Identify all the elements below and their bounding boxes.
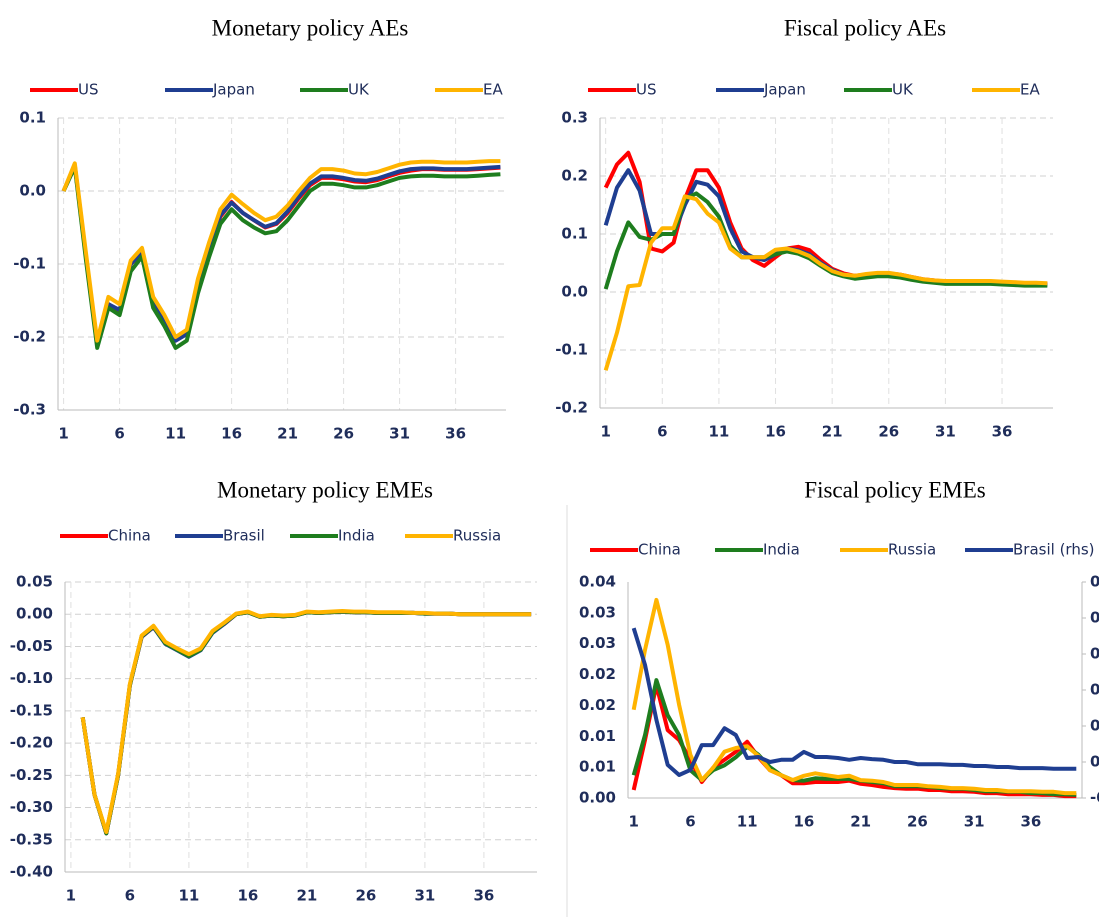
y-tick-label: 0.02 — [579, 665, 616, 683]
x-tick-label: 1 — [600, 423, 610, 441]
series-line — [80, 609, 532, 834]
y-tick-label: -0.2 — [555, 399, 588, 417]
x-tick-label: 26 — [878, 423, 899, 441]
y2-tick-label: 0.0 — [1090, 753, 1099, 771]
x-tick-label: 16 — [221, 425, 242, 443]
y-tick-label: -0.1 — [555, 341, 588, 359]
x-tick-label: 31 — [964, 813, 985, 831]
y-tick-label: -0.20 — [10, 734, 53, 752]
chart-title: Fiscal policy EMEs — [804, 477, 985, 502]
legend-label: UK — [892, 81, 914, 99]
x-tick-label: 11 — [178, 887, 199, 905]
x-tick-label: 6 — [114, 425, 124, 443]
y-tick-label: -0.40 — [10, 863, 53, 881]
series-line — [631, 597, 1077, 796]
y-tick-label: 0.0 — [561, 283, 588, 301]
x-tick-label: 16 — [237, 887, 258, 905]
legend-label: Japan — [212, 81, 255, 99]
x-tick-label: 31 — [389, 425, 410, 443]
y-tick-label: -0.35 — [10, 830, 53, 848]
y-tick-label: 0.05 — [16, 573, 53, 591]
x-tick-label: 16 — [793, 813, 814, 831]
legend-label: Brasil (rhs) — [1013, 541, 1095, 559]
legend-label: EA — [483, 81, 503, 99]
legend-label: India — [338, 527, 375, 545]
y-tick-label: -0.05 — [10, 637, 53, 655]
x-tick-label: 21 — [277, 425, 298, 443]
series-line — [61, 159, 501, 343]
y-tick-label: 0.01 — [579, 727, 616, 745]
x-tick-label: 11 — [708, 423, 729, 441]
y-tick-label: 0.02 — [579, 696, 616, 714]
x-tick-label: 31 — [414, 887, 435, 905]
x-tick-label: 26 — [355, 887, 376, 905]
x-tick-label: 6 — [685, 813, 695, 831]
y-tick-label: 0.1 — [561, 225, 588, 243]
y-tick-label: -0.15 — [10, 701, 53, 719]
series-line — [61, 164, 501, 350]
x-tick-label: 31 — [935, 423, 956, 441]
x-tick-label: 1 — [58, 425, 68, 443]
x-tick-label: 6 — [657, 423, 667, 441]
x-tick-label: 36 — [473, 887, 494, 905]
y2-tick-label: 0.1 — [1090, 717, 1099, 735]
x-tick-label: 1 — [628, 813, 638, 831]
legend-label: US — [636, 81, 657, 99]
legend-label: EA — [1020, 81, 1040, 99]
y-tick-label: 0.0 — [19, 182, 46, 200]
chart-title: Fiscal policy AEs — [784, 15, 946, 40]
legend-label: China — [108, 527, 151, 545]
series-line — [61, 163, 501, 347]
y2-tick-label: 0.4 — [1090, 609, 1099, 627]
y-tick-label: 0.04 — [579, 573, 616, 591]
legend-label: Brasil — [223, 527, 265, 545]
y-tick-label: 0.03 — [579, 634, 616, 652]
x-tick-label: 21 — [822, 423, 843, 441]
y-tick-label: -0.25 — [10, 766, 53, 784]
y2-tick-label: 0.5 — [1090, 573, 1099, 591]
y-tick-label: -0.2 — [13, 328, 46, 346]
y-tick-label: 0.03 — [579, 603, 616, 621]
legend-label: China — [638, 541, 681, 559]
x-tick-label: 36 — [445, 425, 466, 443]
y-tick-label: 0.1 — [19, 109, 46, 127]
x-tick-label: 36 — [992, 423, 1013, 441]
x-tick-label: 6 — [125, 887, 135, 905]
y-tick-label: 0.01 — [579, 758, 616, 776]
legend-label: UK — [348, 81, 370, 99]
x-tick-label: 11 — [737, 813, 758, 831]
x-tick-label: 26 — [333, 425, 354, 443]
y-tick-label: 0.3 — [561, 109, 588, 127]
x-tick-label: 11 — [165, 425, 186, 443]
x-tick-label: 36 — [1020, 813, 1041, 831]
legend-label: Japan — [763, 81, 806, 99]
y-tick-label: 0.00 — [579, 789, 616, 807]
y2-tick-label: 0.3 — [1090, 645, 1099, 663]
chart-title: Monetary policy EMEs — [217, 477, 433, 502]
y-tick-label: 0.2 — [561, 167, 588, 185]
x-tick-label: 21 — [296, 887, 317, 905]
legend-label: Russia — [888, 541, 936, 559]
series-line — [603, 194, 1048, 371]
x-tick-label: 21 — [850, 813, 871, 831]
legend-label: India — [763, 541, 800, 559]
series-line — [61, 163, 501, 347]
x-tick-label: 26 — [907, 813, 928, 831]
chart-title: Monetary policy AEs — [212, 15, 409, 40]
x-tick-label: 16 — [765, 423, 786, 441]
y2-tick-label: -0.1 — [1090, 789, 1099, 807]
y-tick-label: -0.10 — [10, 669, 53, 687]
y-tick-label: -0.30 — [10, 798, 53, 816]
y-tick-label: -0.3 — [13, 401, 46, 419]
y-tick-label: 0.00 — [16, 605, 53, 623]
y2-tick-label: 0.2 — [1090, 681, 1099, 699]
x-tick-label: 1 — [66, 887, 76, 905]
y-tick-label: -0.1 — [13, 255, 46, 273]
legend-label: US — [78, 81, 99, 99]
series-line — [631, 627, 1077, 777]
legend-label: Russia — [453, 527, 501, 545]
